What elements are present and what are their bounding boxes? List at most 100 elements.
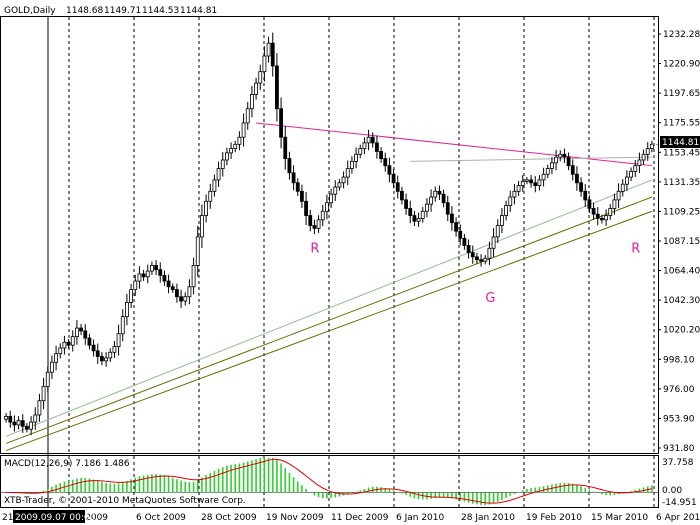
candle-body — [541, 173, 546, 181]
time-tick-label: 21 — [2, 513, 13, 523]
candle-body — [641, 153, 646, 161]
candle-body — [425, 203, 429, 212]
candle-body — [208, 190, 213, 202]
candle-body — [445, 202, 450, 215]
time-tick-label: ep 2009 — [71, 513, 108, 523]
price-tick-label: 1087.15 — [663, 237, 700, 247]
candle-body — [33, 414, 38, 423]
candle-body — [525, 179, 529, 182]
candle-body — [441, 193, 446, 204]
candle-body — [487, 247, 492, 259]
candle-body — [579, 182, 583, 192]
candle-body — [320, 210, 325, 221]
candle-body — [433, 190, 438, 198]
candle-body — [558, 153, 563, 158]
candle-body — [100, 356, 104, 362]
candle-body — [25, 425, 29, 430]
candle-body — [504, 205, 508, 216]
channel-middle-line — [5, 196, 653, 444]
candle-body — [583, 190, 588, 201]
time-tick-label: 19 Feb 2010 — [526, 513, 582, 523]
candle-body — [645, 148, 650, 155]
candle-body — [562, 153, 567, 158]
pattern-labels: R G R — [310, 241, 640, 306]
candle-body — [333, 186, 338, 195]
candle-body — [429, 196, 433, 205]
candle-body — [345, 168, 350, 178]
candle-body — [458, 230, 463, 239]
candle-body — [254, 82, 258, 95]
candle-body — [500, 215, 504, 226]
candle-body — [437, 190, 442, 195]
candle-body — [187, 286, 192, 298]
candle-body — [229, 148, 233, 154]
candle-body — [575, 173, 579, 184]
candle-body — [104, 357, 108, 362]
candle-body — [358, 148, 363, 155]
price-tick-label: 1153.45 — [663, 148, 700, 158]
candle-body — [95, 350, 100, 357]
candle-body — [162, 274, 167, 282]
candle-body — [600, 217, 604, 221]
candle-body — [379, 151, 383, 159]
candle-body — [108, 351, 113, 359]
candle-body — [637, 159, 642, 167]
candle-body — [362, 142, 367, 149]
candle-body — [533, 182, 538, 187]
candle-body — [141, 273, 146, 278]
candle-body — [608, 208, 613, 216]
candle-body — [8, 415, 13, 423]
candle-body — [150, 264, 154, 272]
candle-body — [404, 199, 408, 209]
candle-body — [4, 415, 8, 420]
footer-copyright: XTB-Trader, © 2001-2010 MetaQuotes Softw… — [4, 496, 246, 506]
candle-body — [37, 400, 42, 416]
candle-body — [595, 213, 600, 219]
price-tick-label: 931.80 — [663, 444, 695, 454]
candle-body — [308, 215, 313, 226]
candle-body — [291, 172, 296, 184]
price-tick-label: 1020.20 — [663, 326, 700, 336]
price-tick-label: 1109.25 — [663, 207, 700, 217]
current-price-label: 1144.81 — [662, 138, 699, 148]
time-axis: 21 ep 2009 6 Oct 2009 28 Oct 2009 19 Nov 200… — [2, 513, 700, 523]
macd-signal-line — [6, 458, 653, 504]
open-value: 1148.68 — [66, 6, 103, 16]
candle-body — [341, 176, 346, 184]
candle-body — [58, 347, 63, 355]
channel-upper-line — [5, 179, 653, 437]
candle-body — [166, 280, 171, 288]
candle-body — [625, 176, 629, 185]
candle-body — [416, 217, 421, 222]
candle-body — [212, 179, 217, 192]
candle-body — [354, 153, 358, 162]
candle-body — [554, 156, 558, 164]
candle-body — [470, 252, 475, 258]
time-tick-label: 15 Mar 2010 — [591, 513, 648, 523]
time-tick-label: 28 Oct 2009 — [201, 513, 257, 523]
candle-body — [337, 182, 342, 188]
candle-body — [566, 156, 571, 167]
candle-body — [116, 333, 121, 347]
price-tick-label: 1064.40 — [663, 267, 700, 277]
candle-body — [225, 152, 229, 161]
price-tick-label: 1131.35 — [663, 178, 700, 188]
time-tick-label: 11 Dec 2009 — [331, 513, 389, 523]
candle-body — [550, 162, 554, 169]
candle-body — [629, 170, 633, 178]
candle-body — [537, 179, 542, 187]
candle-body — [66, 341, 71, 346]
candle-body — [312, 225, 317, 229]
candle-body — [54, 353, 58, 363]
candle-body — [45, 371, 50, 387]
candle-body — [233, 143, 238, 149]
candle-body — [270, 42, 275, 67]
candle-body — [129, 289, 133, 303]
candle-body — [475, 256, 479, 261]
candle-body — [195, 236, 200, 266]
candle-body — [316, 219, 321, 229]
candle-body — [545, 168, 550, 175]
price-tick-label: 1042.30 — [663, 296, 700, 306]
candle-body — [387, 165, 392, 175]
candle-body — [266, 42, 271, 57]
